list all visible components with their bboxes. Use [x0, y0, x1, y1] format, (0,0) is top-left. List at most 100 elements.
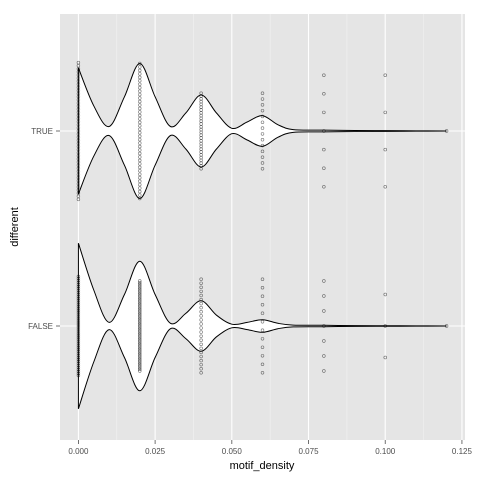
data-point — [138, 350, 142, 355]
data-point — [76, 297, 81, 301]
data-point — [76, 73, 81, 77]
data-point — [138, 158, 142, 163]
data-point — [138, 365, 142, 370]
data-point — [322, 369, 326, 373]
data-point — [138, 305, 142, 310]
data-point — [260, 161, 265, 165]
data-point — [138, 325, 142, 330]
data-point — [322, 324, 326, 328]
data-point — [76, 116, 81, 121]
data-point — [76, 299, 81, 303]
data-point — [138, 310, 142, 315]
data-point — [76, 319, 81, 323]
data-point — [199, 362, 203, 367]
x-tick-label: 0.025 — [145, 447, 166, 456]
x-tick-label: 0.100 — [375, 447, 396, 456]
data-point — [138, 68, 142, 73]
data-point — [138, 344, 142, 348]
x-tick-label: 0.075 — [299, 447, 320, 456]
data-point — [138, 297, 142, 302]
data-point — [138, 360, 142, 365]
data-point — [138, 332, 142, 337]
data-point — [322, 129, 326, 133]
data-point — [138, 315, 142, 320]
data-point — [260, 277, 265, 281]
data-point — [76, 341, 81, 345]
data-point — [138, 134, 142, 138]
data-point — [260, 345, 265, 349]
data-point — [138, 309, 142, 313]
data-point — [76, 160, 81, 164]
data-point — [76, 280, 81, 285]
data-point — [138, 65, 142, 69]
data-point — [76, 329, 81, 333]
data-point — [138, 307, 142, 312]
data-point — [76, 79, 81, 83]
violin-shapes — [77, 62, 447, 409]
data-point — [76, 327, 81, 331]
data-point — [76, 363, 81, 368]
data-point — [76, 172, 81, 177]
x-tick-label: 0.050 — [222, 447, 243, 456]
data-point — [76, 141, 81, 146]
data-point — [322, 73, 326, 77]
data-point — [138, 359, 142, 363]
data-point — [322, 110, 326, 115]
data-point — [199, 326, 203, 330]
data-point — [138, 285, 142, 290]
data-point — [260, 286, 265, 290]
data-point — [444, 324, 449, 328]
data-point — [138, 357, 142, 362]
data-point — [138, 347, 142, 352]
data-point — [138, 300, 142, 305]
data-point — [138, 117, 142, 121]
data-point — [76, 147, 81, 152]
data-point — [260, 311, 265, 315]
data-point — [76, 129, 81, 133]
data-point — [138, 289, 142, 293]
data-point — [138, 151, 142, 156]
data-point — [138, 148, 142, 152]
data-point — [260, 138, 265, 142]
data-point — [199, 277, 203, 281]
data-points — [76, 60, 449, 378]
data-point — [76, 123, 81, 127]
data-point — [76, 353, 81, 357]
data-point — [138, 317, 142, 322]
data-point — [76, 311, 81, 315]
data-point — [76, 188, 81, 192]
data-point — [138, 294, 142, 298]
data-point — [76, 325, 81, 329]
data-point — [138, 96, 142, 100]
data-point — [76, 166, 81, 171]
data-point — [76, 274, 81, 279]
plot-panel — [60, 14, 465, 440]
data-point — [76, 351, 81, 355]
data-point — [260, 108, 265, 113]
data-point — [138, 113, 142, 118]
data-point — [199, 342, 203, 347]
data-point — [138, 327, 142, 332]
data-point — [383, 185, 387, 189]
data-point — [138, 196, 142, 201]
data-point — [138, 287, 142, 292]
data-point — [76, 154, 81, 158]
data-point — [260, 120, 265, 124]
data-point — [199, 301, 203, 306]
data-point — [199, 330, 203, 334]
data-point — [76, 313, 81, 317]
data-point — [76, 107, 81, 111]
data-point — [322, 92, 326, 96]
data-point — [138, 182, 142, 187]
data-point — [76, 104, 81, 108]
data-point — [76, 157, 81, 161]
data-point — [322, 339, 326, 343]
data-point — [76, 369, 81, 374]
data-point — [138, 362, 142, 367]
data-point — [260, 132, 265, 136]
data-point — [444, 129, 449, 133]
data-point — [138, 330, 142, 335]
data-point — [138, 172, 142, 176]
data-point — [76, 185, 81, 189]
